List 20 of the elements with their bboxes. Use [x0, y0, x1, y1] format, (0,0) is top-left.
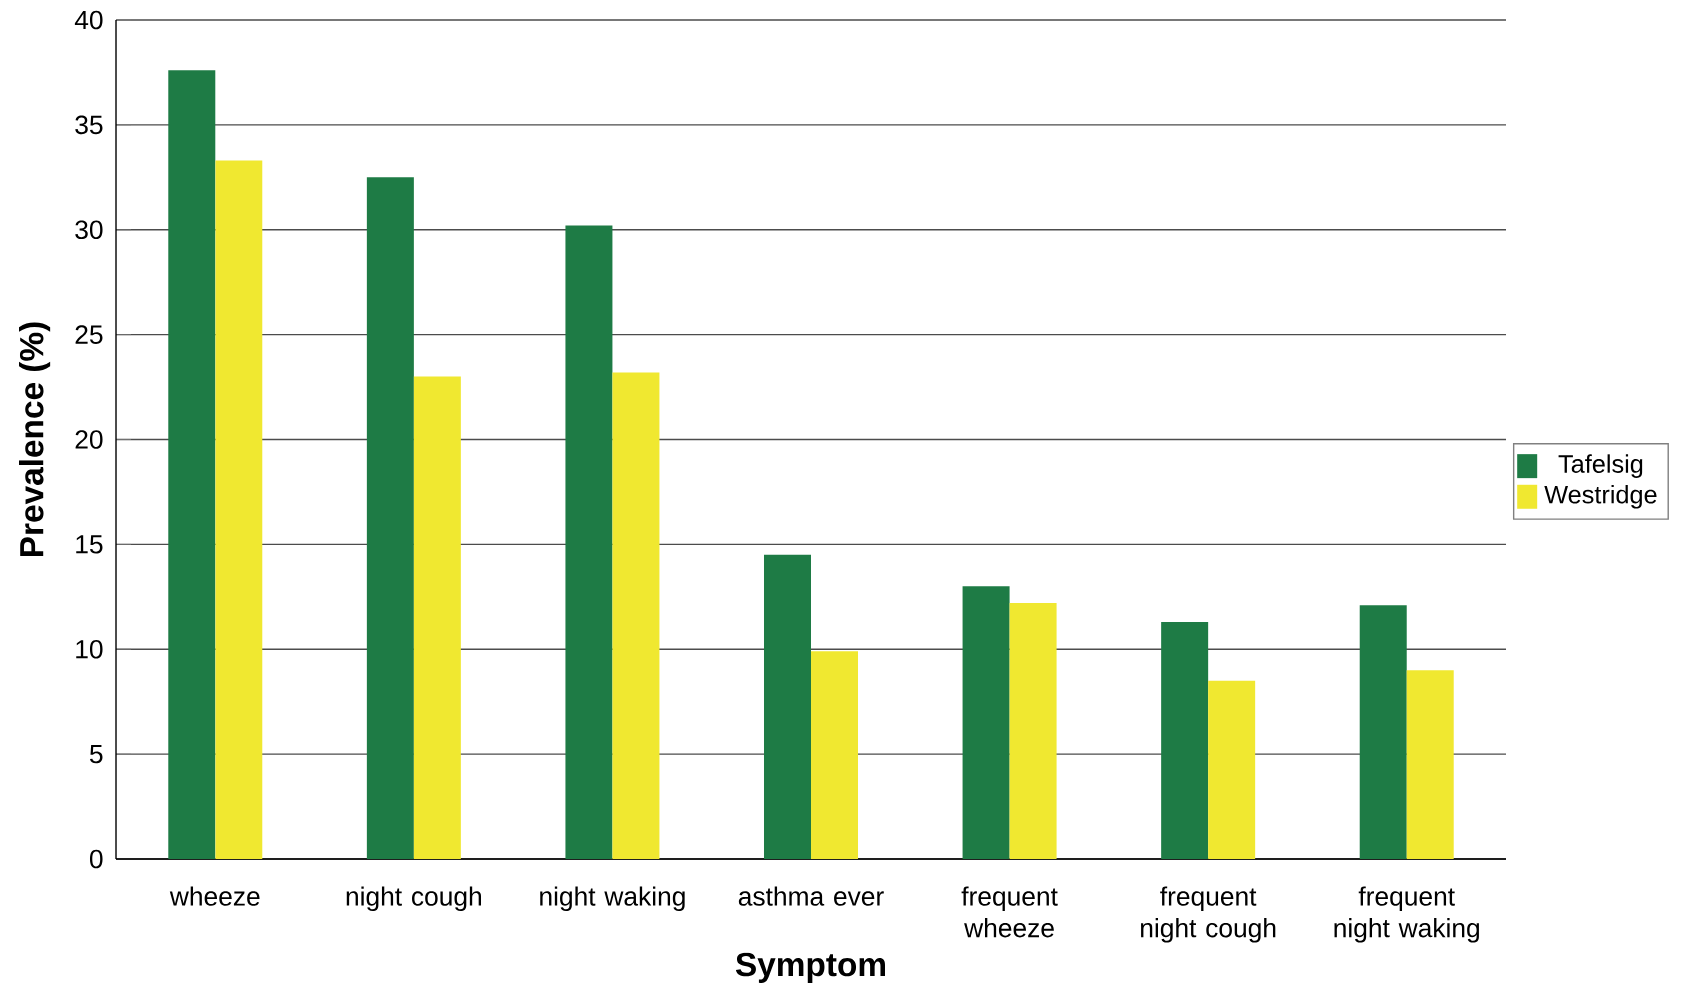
- y-tick-label: 15: [76, 535, 103, 554]
- x-tick-label: night cough: [346, 886, 481, 911]
- x-tick-label: asthma ever: [738, 886, 884, 906]
- y-tick-label: 40: [74, 10, 103, 30]
- y-tick-label: 10: [76, 639, 103, 659]
- legend-label: Tafelsig: [1558, 454, 1643, 478]
- x-tick-label: frequent night waking: [1334, 886, 1479, 943]
- y-tick-label: 35: [75, 115, 103, 135]
- x-tick-label: night waking: [540, 886, 685, 911]
- y-tick-label: 20: [75, 430, 103, 449]
- y-tick-label: 25: [75, 325, 103, 344]
- y-tick-label: 30: [75, 220, 103, 240]
- y-tick-label: 0: [89, 849, 103, 869]
- x-axis-title: Symptom: [735, 952, 885, 983]
- y-tick-label: 5: [89, 744, 103, 764]
- x-tick-label: wheeze: [169, 886, 260, 906]
- x-tick-label: frequent night cough: [1141, 886, 1276, 943]
- legend-label: Westridge: [1544, 484, 1657, 509]
- x-tick-label: frequent wheeze: [961, 886, 1058, 938]
- y-axis-title: Prevalence (%): [19, 322, 51, 557]
